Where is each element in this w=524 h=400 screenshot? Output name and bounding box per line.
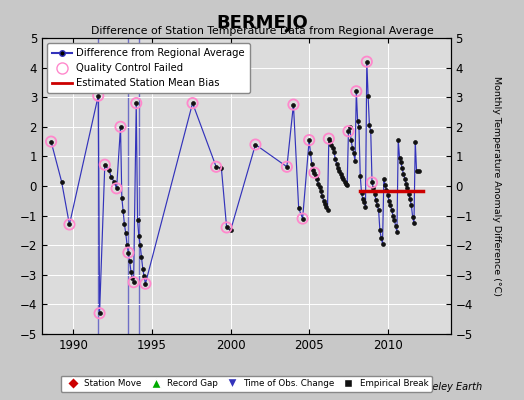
Point xyxy=(116,124,125,130)
Point xyxy=(363,58,371,65)
Point xyxy=(251,141,259,148)
Text: BERMEJO: BERMEJO xyxy=(216,14,308,32)
Point xyxy=(212,164,220,170)
Point xyxy=(344,128,353,134)
Point xyxy=(282,164,291,170)
Point xyxy=(101,162,109,168)
Text: Berkeley Earth: Berkeley Earth xyxy=(410,382,482,392)
Point xyxy=(324,136,333,142)
Point xyxy=(188,100,196,106)
Legend: Difference from Regional Average, Quality Control Failed, Estimated Station Mean: Difference from Regional Average, Qualit… xyxy=(47,43,249,93)
Point xyxy=(141,280,149,287)
Point xyxy=(305,137,313,143)
Point xyxy=(132,100,140,106)
Text: Difference of Station Temperature Data from Regional Average: Difference of Station Temperature Data f… xyxy=(91,26,433,36)
Point xyxy=(94,92,102,99)
Point xyxy=(129,279,138,286)
Point xyxy=(124,250,133,256)
Legend: Station Move, Record Gap, Time of Obs. Change, Empirical Break: Station Move, Record Gap, Time of Obs. C… xyxy=(61,376,432,392)
Point xyxy=(310,170,319,176)
Y-axis label: Monthly Temperature Anomaly Difference (°C): Monthly Temperature Anomaly Difference (… xyxy=(493,76,501,296)
Point xyxy=(95,310,104,316)
Point xyxy=(352,88,361,94)
Point xyxy=(112,185,121,192)
Point xyxy=(289,102,298,108)
Point xyxy=(222,224,231,231)
Point xyxy=(65,221,73,228)
Point xyxy=(368,179,376,186)
Point xyxy=(47,138,55,145)
Point xyxy=(298,215,307,222)
